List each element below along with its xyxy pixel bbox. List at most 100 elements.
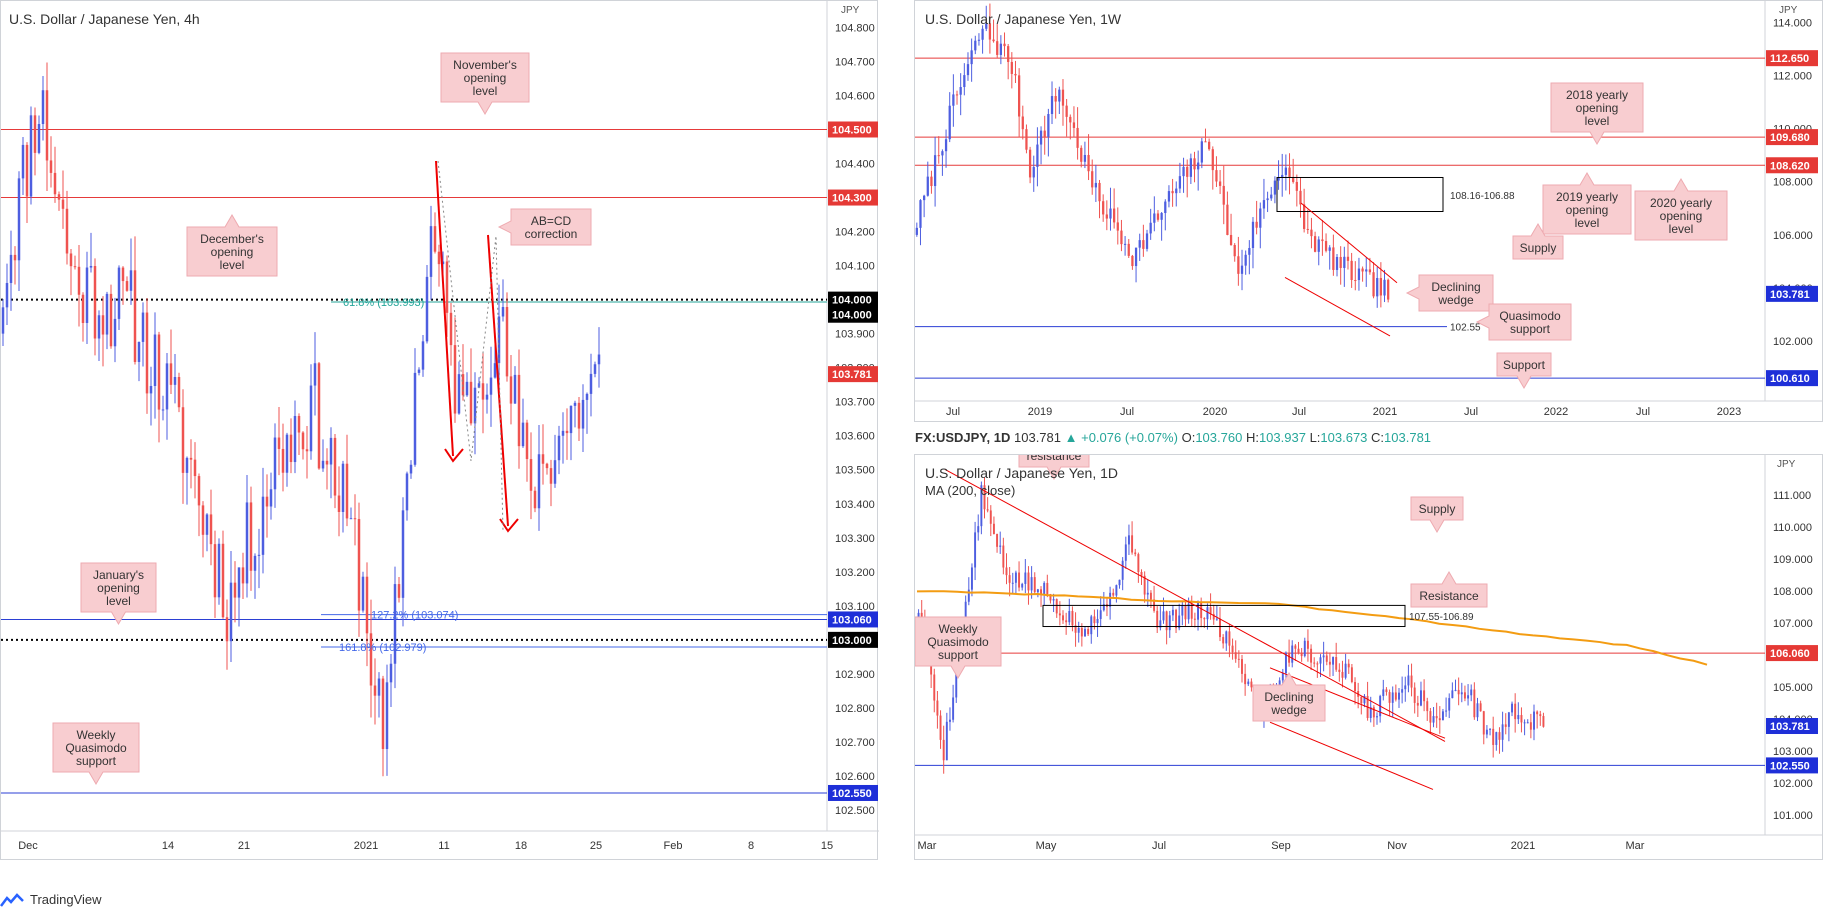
c4h-candle [373,685,377,696]
c1w-candle [1339,256,1342,268]
c4h-candle [321,460,325,469]
c1w-candle [1233,245,1236,257]
price-tag-4h: 104.000 [832,295,872,307]
callout-4h-text: Quasimodo [65,741,127,755]
c1d-candle [1030,577,1033,591]
trend-line-resistance [944,468,1446,742]
y4h-tick-label: 102.800 [835,703,875,715]
c1d-candle [1504,724,1507,727]
c1d-candle [1222,637,1225,644]
y4h-tick-label: 103.200 [835,567,875,579]
chart-1d-title: U.S. Dollar / Japanese Yen, 1D [925,465,1119,481]
c1w-candle [952,94,955,106]
c4h-candle [549,468,553,484]
chart-1d-canvas[interactable]: JPY 111.000 110.000 109.000 108.000 107.000 10… [915,455,1823,861]
currency-label: JPY [1777,459,1796,470]
x1d-tick-label: 2021 [1511,840,1535,852]
y1d-tick-label: 107.000 [1773,618,1813,630]
c1w-candle [1277,177,1280,181]
c1d-candle [1071,611,1074,626]
c4h-candle [109,293,113,347]
c4h-candle [137,341,141,362]
c4h-candle [149,386,153,394]
price-tag-4h-bg [828,631,878,648]
c1d-candle [1523,722,1526,724]
c1d-candle [1470,689,1473,696]
y4h-tick-label: 103.700 [835,397,875,409]
price-tag-4h: 103.000 [832,635,872,647]
c1d-candle [1203,618,1206,620]
c1d-candle [1168,615,1171,631]
callout-4h-shape [52,722,140,785]
c4h-candle [101,315,105,335]
c1d-candle [1165,611,1168,631]
x1w-tick-label: Jul [1292,406,1306,418]
c1d-candle [1300,652,1303,657]
c1d-candle [1325,655,1328,662]
c1d-candle [1193,618,1196,620]
c1d-candle [1215,618,1218,620]
c1w-candle [1094,182,1097,188]
c1w-candle [1376,277,1379,297]
c4h-candle [513,374,517,404]
chart-panel-1d[interactable]: JPY 111.000 110.000 109.000 108.000 107.000 10… [914,454,1823,860]
c4h-candle [405,473,409,511]
c4h-candle [497,316,501,364]
c1w-candle [1025,129,1028,150]
c1d-candle [1241,659,1243,674]
c1d-candle [1134,552,1137,555]
x1d-tick-label: Sep [1271,840,1291,852]
c1d-candle [1542,716,1545,727]
c1d-candle [1140,572,1143,576]
c1d-candle [1178,615,1181,629]
c1w-candle [999,43,1002,55]
c4h-candle [245,502,249,584]
callout-1d-shape [1252,672,1326,722]
c4h-candle [113,318,117,347]
c1w-candle [1284,167,1287,175]
chart-4h-canvas[interactable]: JPY 104.800 104.700 104.600 104.500 104.400 10… [1,1,879,861]
c1w-candle [937,155,940,157]
chart-panel-1w[interactable]: JPY114.000112.000110.000108.000106.00010… [914,0,1823,422]
c1d-candle [1485,729,1488,735]
c4h-candle [213,544,217,598]
c1d-candle [1385,689,1388,693]
c1d-candle [1507,712,1510,727]
c1d-candle [1473,689,1476,718]
callout-1w-shape [1542,172,1632,235]
y1d-tick-label: 108.000 [1773,586,1813,598]
tradingview-branding[interactable]: TradingView [0,888,102,911]
c1w-candle [1255,221,1258,228]
c1w-candle [1109,208,1112,219]
c4h-candle [53,172,57,195]
callout-1d-shape [915,616,1002,679]
c1d-candle [1234,652,1237,659]
c4h-candle [437,251,441,265]
c1w-candle [1127,243,1130,256]
c1w-candle [1350,260,1353,281]
callout-1w-text: 2020 yearly [1650,196,1712,210]
c4h-candle [345,463,349,519]
c1w-candle [1211,149,1214,171]
chart-panel-4h[interactable]: JPY 104.800 104.700 104.600 104.500 104.400 10… [0,0,879,861]
ticker-info-bar: FX:USDJPY, 1D 103.781 ▲ +0.076 (+0.07%) … [915,430,1431,445]
c1w-candle [1215,170,1218,182]
x1d-tick-label: Nov [1387,840,1407,852]
c1w-candle [1251,221,1255,249]
c4h-candles [1,62,601,777]
chart-1w-canvas[interactable]: JPY114.000112.000110.000108.000106.00010… [915,1,1823,423]
c4h-candle [13,254,17,261]
c1w-candle [1156,213,1160,220]
callout-1d-text: wedge [1270,703,1307,717]
y1w-tick-label: 102.000 [1773,336,1813,348]
c4h-candle [577,402,581,429]
c1d-candle [1237,658,1240,660]
c1w-candle [1197,162,1200,170]
c1w-candle [1310,229,1313,237]
price-tag-4h-bg [828,611,878,628]
c4h-candle [181,407,185,473]
